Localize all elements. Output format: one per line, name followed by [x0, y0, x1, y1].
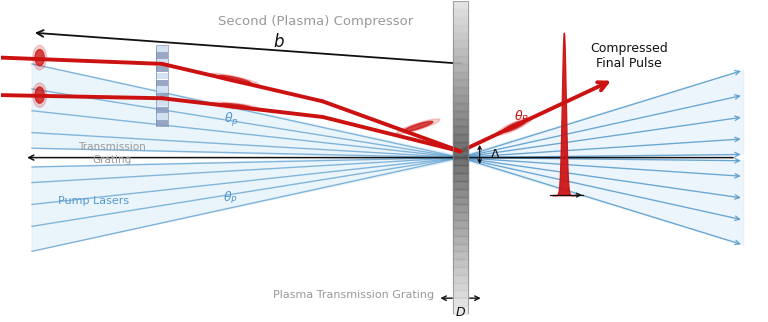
Text: Λ: Λ [491, 148, 500, 161]
Ellipse shape [397, 119, 440, 134]
Ellipse shape [210, 102, 259, 110]
Bar [156, 93, 168, 99]
Bar [156, 107, 168, 113]
Ellipse shape [219, 103, 251, 109]
Polygon shape [32, 64, 461, 159]
Bar [156, 120, 168, 126]
Ellipse shape [35, 50, 45, 66]
Ellipse shape [502, 120, 526, 132]
Text: Transmission
Grating: Transmission Grating [78, 142, 146, 165]
Ellipse shape [35, 87, 45, 103]
Polygon shape [32, 156, 461, 251]
Bar [156, 46, 168, 52]
Ellipse shape [210, 73, 259, 86]
Bar [156, 45, 168, 126]
Bar [156, 66, 168, 72]
Bar [156, 86, 168, 92]
Bar [156, 52, 168, 59]
Bar [156, 80, 168, 86]
Text: $\theta_p$: $\theta_p$ [223, 111, 238, 129]
Bar [453, 1, 468, 314]
Text: Pump Lasers: Pump Lasers [58, 196, 129, 206]
Ellipse shape [219, 75, 251, 83]
Ellipse shape [33, 45, 47, 70]
Ellipse shape [33, 83, 47, 107]
Text: Plasma Transmission Grating: Plasma Transmission Grating [273, 290, 434, 300]
Text: $\theta_P$: $\theta_P$ [223, 190, 238, 206]
Ellipse shape [496, 118, 532, 135]
Bar [156, 59, 168, 65]
Bar [156, 73, 168, 79]
Text: b: b [273, 33, 284, 51]
Text: Second (Plasma) Compressor: Second (Plasma) Compressor [217, 15, 412, 28]
Bar [156, 100, 168, 106]
Text: D: D [455, 306, 465, 319]
Text: $\theta_B$: $\theta_B$ [515, 109, 529, 125]
Polygon shape [461, 156, 743, 245]
Ellipse shape [404, 121, 433, 131]
Bar [156, 113, 168, 119]
Polygon shape [461, 70, 743, 159]
Text: Compressed
Final Pulse: Compressed Final Pulse [590, 42, 667, 70]
